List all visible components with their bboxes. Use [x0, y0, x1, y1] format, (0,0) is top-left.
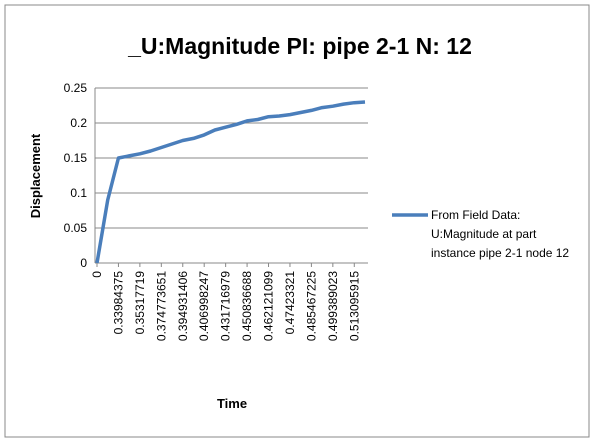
y-tick-label: 0.15 [64, 151, 88, 165]
legend-label: From Field Data: U:Magnitude at part ins… [431, 208, 570, 260]
x-axis-label: Time [217, 396, 247, 411]
y-tick-label: 0.05 [64, 221, 88, 235]
y-tick-label: 0 [80, 256, 87, 270]
x-tick-label: 0.499389023 [326, 271, 340, 341]
chart-title: _U:Magnitude PI: pipe 2-1 N: 12 [127, 33, 472, 59]
x-tick-label: 0.394931406 [176, 271, 190, 341]
x-tick-label: 0.513095915 [347, 271, 361, 341]
chart-border [4, 4, 590, 438]
x-tick-label: 0.47423321 [283, 271, 297, 335]
x-tick-label: 0.450836688 [240, 271, 254, 341]
x-tick-label: 0.462121099 [262, 271, 276, 341]
y-tick-label: 0.25 [64, 81, 88, 95]
x-tick-label: 0.33984375 [111, 271, 125, 335]
x-tick-label: 0.374773651 [154, 271, 168, 341]
x-tick-label: 0 [90, 271, 104, 278]
data-line [95, 100, 366, 264]
x-tick-label: 0.431716979 [219, 271, 233, 341]
y-tick-label: 0.2 [70, 116, 87, 130]
y-tick-label: 0.1 [70, 186, 87, 200]
y-axis-label: Displacement [28, 133, 43, 218]
x-tick-label: 0.485467225 [304, 271, 318, 341]
x-tick-label: 0.406998247 [197, 271, 211, 341]
x-tick-label: 0.35317719 [133, 271, 147, 335]
